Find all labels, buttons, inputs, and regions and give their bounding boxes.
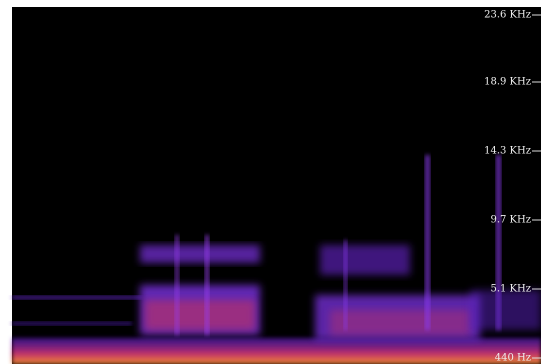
energy-blob — [320, 245, 410, 275]
energy-streak — [205, 235, 209, 335]
energy-streak — [425, 155, 430, 330]
energy-blob — [330, 310, 470, 335]
frequency-label: 5.1 KHz — [490, 284, 531, 295]
frequency-label: 14.3 KHz — [484, 146, 531, 157]
frequency-label: 18.9 KHz — [484, 77, 531, 88]
energy-blob — [470, 290, 541, 330]
frequency-label: 9.7 KHz — [490, 215, 531, 226]
frequency-axis: 23.6 KHz 18.9 KHz 14.3 KHz 9.7 KHz 5.1 KHz 44… — [484, 10, 541, 364]
frequency-label: 440 Hz — [495, 353, 531, 364]
energy-blob — [140, 245, 260, 263]
energy-streak — [344, 240, 347, 330]
energy-streak — [175, 235, 179, 335]
energy-streak — [496, 155, 501, 330]
energy-band — [12, 296, 142, 299]
energy-band — [12, 338, 541, 364]
frequency-label: 23.6 KHz — [484, 10, 531, 21]
spectrogram-energy — [12, 155, 541, 364]
energy-blob — [145, 300, 255, 330]
energy-band — [12, 322, 132, 325]
